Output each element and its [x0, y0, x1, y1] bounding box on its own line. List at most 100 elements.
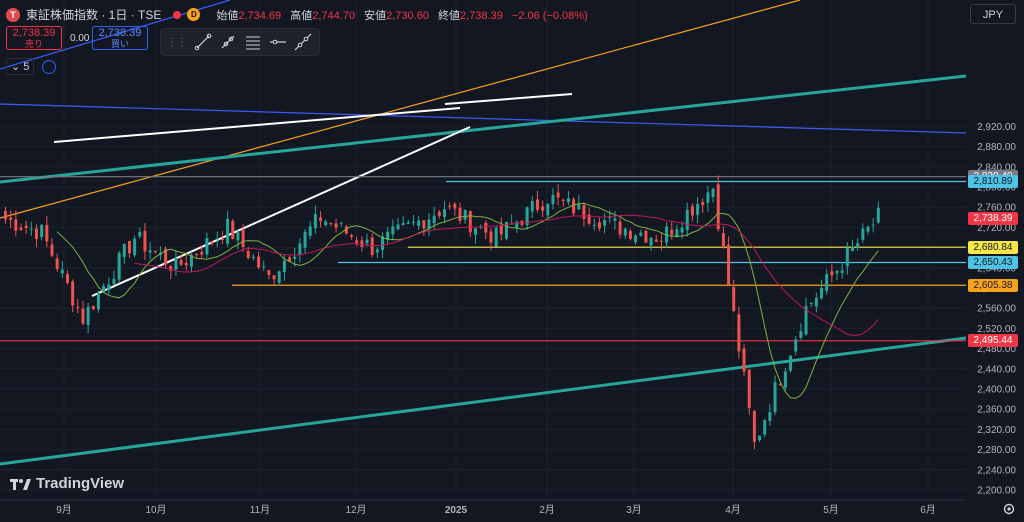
candle-body [551, 195, 555, 205]
candle-body [639, 232, 643, 236]
candle-body [350, 234, 354, 237]
time-tick-label: 6月 [920, 504, 936, 516]
candle-body [680, 227, 684, 233]
fib-tool-icon[interactable] [243, 32, 262, 52]
trend-line-drawings[interactable] [0, 0, 967, 466]
moving-average-long [134, 214, 879, 336]
candle-body [443, 209, 446, 217]
candle-body [262, 266, 266, 268]
candle-body [19, 227, 23, 231]
trend-line-tool-icon[interactable] [193, 32, 212, 52]
candle-body [65, 273, 69, 283]
moving-averages [56, 202, 879, 399]
candle-body [365, 239, 369, 244]
candle-body [510, 223, 514, 225]
open-label: 始値 [216, 9, 239, 22]
candle-body [716, 184, 720, 230]
candle-body [701, 202, 705, 205]
candle-body [122, 244, 126, 258]
price-tick-label: 2,240.00 [977, 465, 1016, 476]
candle-body [60, 269, 64, 274]
candle-body [406, 222, 410, 224]
candle-body [566, 198, 570, 203]
candle-body [355, 240, 359, 244]
candle-body [29, 228, 33, 230]
candle-body [778, 384, 782, 386]
candle-body [742, 348, 746, 372]
price-tag: 2,495.44 [968, 334, 1018, 348]
candle-body [613, 218, 617, 221]
candle-body [427, 219, 431, 230]
candle-body [251, 256, 255, 259]
candle-body [634, 235, 638, 243]
price-tick-label: 2,200.00 [977, 486, 1016, 497]
candle-body [463, 210, 467, 220]
ray-tool-icon[interactable] [218, 32, 237, 52]
candle-body [220, 238, 224, 240]
candle-body [830, 271, 834, 276]
candle-body [24, 225, 28, 228]
candle-body [257, 256, 261, 268]
candle-body [437, 211, 441, 216]
candle-body [752, 411, 756, 442]
extended-line-tool-icon[interactable] [294, 32, 313, 52]
white-wedge-top [444, 93, 573, 105]
candle-body [732, 287, 736, 311]
candle-body [210, 241, 214, 243]
candle-body [401, 223, 405, 225]
sell-button[interactable]: 2,738.39 売り [6, 26, 62, 50]
candle-body [711, 188, 715, 197]
candle-body [422, 220, 426, 229]
candle-body [267, 270, 271, 275]
tradingview-logo-icon [10, 478, 31, 490]
candle-body [277, 271, 281, 283]
drag-handle-icon[interactable]: ⋮⋮ [167, 36, 187, 48]
candle-body [112, 278, 116, 284]
candle-body [670, 229, 674, 235]
indicators-row: ⌄ 5 [6, 58, 57, 75]
candle-body [448, 206, 452, 208]
candle-body [644, 230, 648, 243]
time-axis[interactable]: 9月 10月 11月 12月 2025 2月 3月 4月 5月 6月 [0, 499, 966, 516]
moving-average-short [56, 202, 879, 399]
currency-selector[interactable]: JPY [970, 4, 1016, 24]
candle-body [127, 240, 131, 254]
candlestick-series [4, 175, 880, 450]
symbol-title[interactable]: 東証株価指数 · 1日 · TSE [26, 8, 162, 22]
candle-body [696, 204, 700, 215]
candle-body [871, 224, 875, 226]
candle-body [319, 217, 323, 221]
price-tick-label: 2,320.00 [977, 425, 1016, 436]
candle-body [866, 226, 870, 232]
candle-body [138, 232, 142, 237]
price-tag: 2,680.84 [968, 240, 1018, 254]
buy-button[interactable]: 2,738.39 買い [92, 26, 148, 50]
candle-body [298, 243, 302, 255]
brand-name: TradingView [36, 475, 125, 492]
candle-body [375, 249, 379, 253]
high-label: 高値 [290, 9, 313, 22]
price-tick-label: 2,280.00 [977, 445, 1016, 456]
indicators-toggle[interactable]: ⌄ 5 [6, 58, 35, 75]
horizontal-line-tool-icon[interactable] [269, 32, 288, 52]
candle-body [845, 248, 849, 267]
price-tick-label: 2,720.00 [977, 223, 1016, 234]
visibility-icon[interactable] [42, 59, 57, 74]
horizontal-levels[interactable] [0, 176, 966, 342]
candle-body [820, 287, 824, 299]
price-tick-label: 2,800.00 [977, 183, 1016, 194]
candle-body [737, 314, 741, 352]
candle-body [417, 220, 421, 226]
candle-body [96, 292, 100, 310]
time-tick-label: 4月 [725, 504, 741, 516]
candle-body [799, 331, 803, 338]
price-tag: 2,810.89 [968, 175, 1018, 188]
settings-gear-icon[interactable] [1002, 502, 1016, 516]
candle-body [102, 286, 106, 293]
low-label: 安値 [364, 9, 387, 22]
candle-body [9, 217, 13, 220]
candle-body [814, 297, 818, 307]
candle-body [597, 222, 601, 229]
open-value: 2,734.69 [238, 9, 282, 22]
